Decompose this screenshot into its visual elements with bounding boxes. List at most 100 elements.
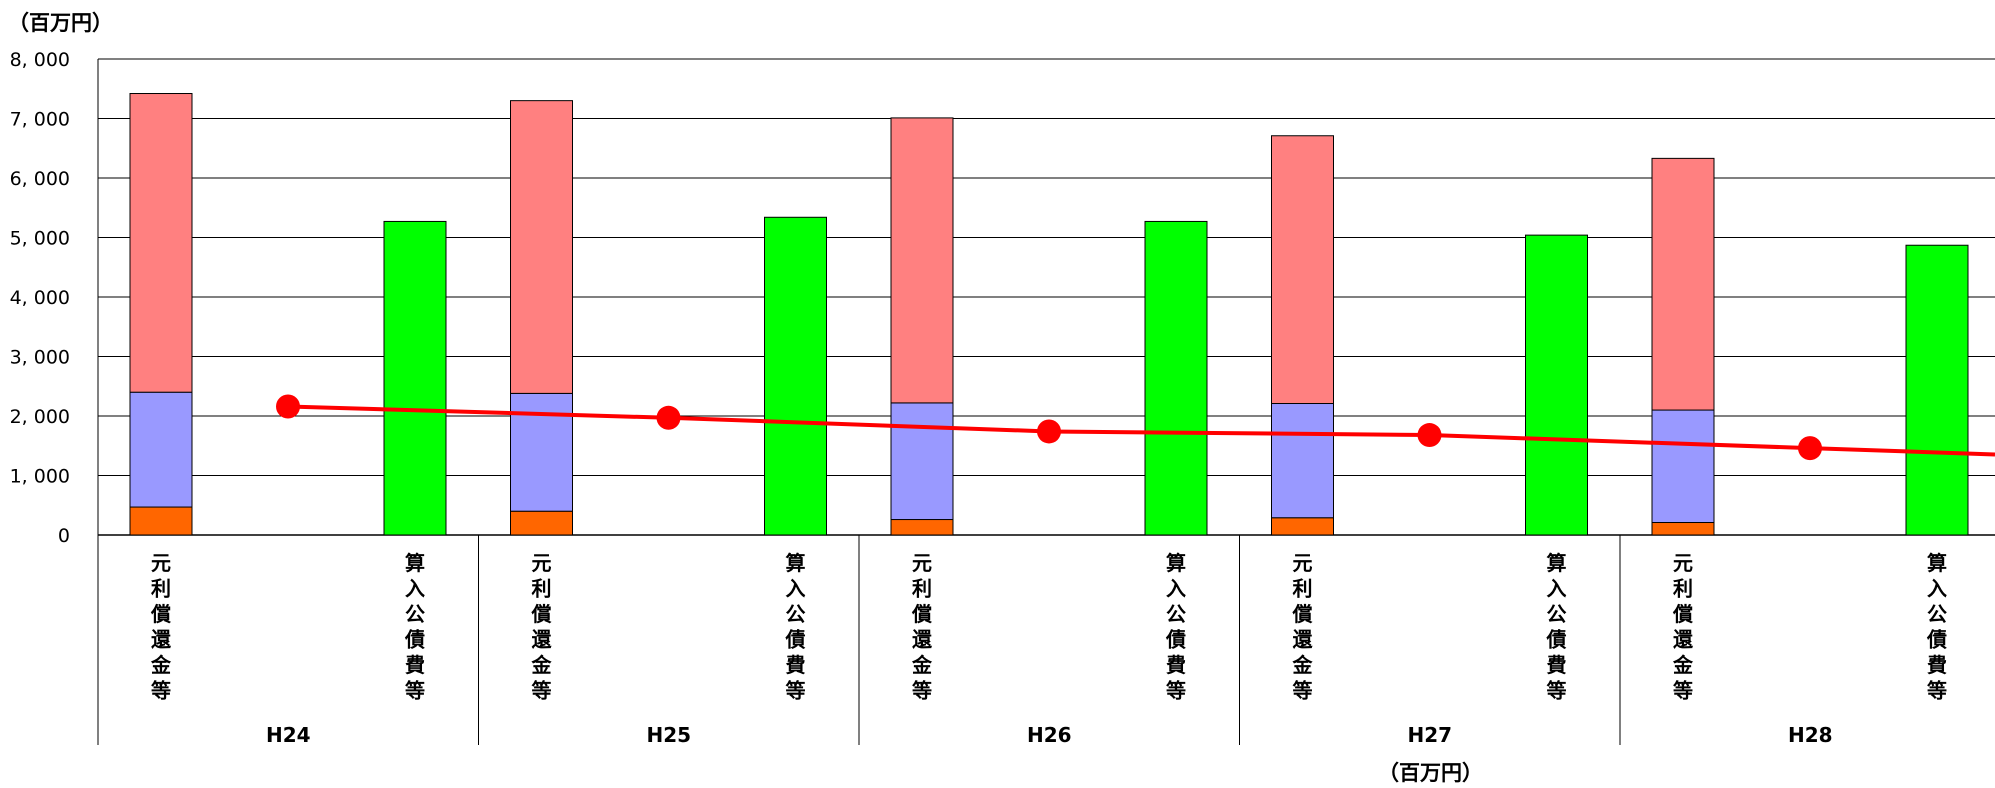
y-tick-label: 2, 000	[10, 406, 70, 428]
bar-category-label: 債	[1926, 628, 1947, 652]
bar-category-label: 還	[1673, 628, 1694, 652]
bar-category-label: 金	[150, 653, 172, 677]
bar-category-label: 償	[1672, 602, 1694, 626]
y-tick-label: 0	[58, 525, 70, 547]
bar-category-label: 金	[911, 653, 933, 677]
bar-category-label: 入	[786, 577, 806, 601]
bar-category-label: 公	[1547, 602, 1567, 626]
bar-category-label: 債	[1165, 628, 1186, 652]
bar-category-label: 金	[1292, 653, 1314, 677]
bar-category-label: 等	[405, 679, 425, 703]
y-tick-label: 6, 000	[10, 168, 70, 190]
bar-category-label: 等	[1293, 679, 1313, 703]
stacked-bar-segment	[1651, 522, 1715, 536]
bar-category-label: 等	[912, 679, 932, 703]
stacked-bar-segment	[129, 93, 193, 393]
bar-category-label: 公	[1927, 602, 1947, 626]
bar-category-label: 利	[1673, 577, 1693, 601]
bar-category-label: 入	[1927, 577, 1947, 601]
bar-category-label: 等	[151, 679, 171, 703]
stacked-bar-segment	[1271, 135, 1334, 405]
bar-category-label: 還	[151, 628, 172, 652]
bar-category-label: 還	[912, 628, 933, 652]
bar-category-label: 債	[785, 628, 806, 652]
group-label: H27	[1407, 723, 1452, 747]
unit-label-top: （百万円）	[8, 11, 113, 35]
line-point	[1037, 419, 1061, 444]
line-point	[1798, 436, 1822, 461]
line-point	[656, 405, 681, 430]
line-point	[276, 394, 300, 419]
bar-category-label: 費	[1547, 653, 1567, 677]
y-tick-label: 5, 000	[10, 228, 70, 250]
single-bar	[383, 220, 447, 536]
stacked-bar-segment	[1651, 409, 1715, 524]
bar-category-label: 等	[786, 679, 806, 703]
bar-category-label: 入	[1166, 577, 1186, 601]
stacked-bar-segment	[890, 402, 954, 521]
bar-category-label: 元	[532, 551, 552, 575]
y-tick-label: 3, 000	[10, 347, 70, 369]
bar-category-label: 等	[1673, 679, 1693, 703]
bar-category-label: 等	[532, 679, 552, 703]
line-point	[1417, 423, 1442, 448]
stacked-bar-segment	[890, 519, 954, 536]
y-tick-label: 8, 000	[10, 49, 70, 71]
bar-category-label: 債	[1546, 628, 1567, 652]
bar-category-label: 金	[531, 653, 553, 677]
bar-category-label: 公	[786, 602, 806, 626]
bar-category-label: 費	[1927, 653, 1947, 677]
group-label: H25	[646, 723, 691, 747]
stacked-bar-segment	[129, 391, 193, 508]
bar-category-label: 元	[1293, 551, 1313, 575]
bar-category-label: 算	[1547, 551, 1567, 575]
bar-category-label: 等	[1166, 679, 1186, 703]
bar-category-label: 元	[151, 551, 171, 575]
bar-category-label: 償	[1292, 602, 1314, 626]
y-tick-label: 1, 000	[10, 466, 70, 488]
stacked-bar-segment	[510, 100, 573, 394]
bar-category-label: 費	[405, 653, 425, 677]
line-series	[287, 404, 1995, 457]
bar-category-label: 還	[1293, 628, 1314, 652]
y-tick-label: 7, 000	[10, 109, 70, 131]
bar-category-label: 公	[405, 602, 425, 626]
stacked-bar-segment	[1651, 157, 1715, 411]
bar-category-label: 利	[1293, 577, 1313, 601]
single-bar	[1144, 220, 1208, 536]
bar-category-label: 算	[786, 551, 806, 575]
bar-category-label: 元	[912, 551, 932, 575]
bar-category-label: 償	[531, 602, 553, 626]
bar-category-label: 入	[1547, 577, 1567, 601]
group-label: H24	[266, 723, 311, 747]
bar-category-label: 利	[912, 577, 932, 601]
bar-category-label: 償	[150, 602, 172, 626]
single-bar	[1525, 234, 1588, 536]
single-bar	[764, 216, 827, 536]
bar-category-label: 元	[1673, 551, 1693, 575]
bar-category-label: 費	[1166, 653, 1186, 677]
y-tick-label: 4, 000	[10, 287, 70, 309]
bar-category-label: 費	[786, 653, 806, 677]
bar-category-label: 等	[1927, 679, 1947, 703]
group-label: H26	[1027, 723, 1072, 747]
bar-category-label: 金	[1672, 653, 1694, 677]
bar-category-label: 等	[1547, 679, 1567, 703]
stacked-bar-segment	[510, 510, 573, 536]
bar-category-label: 算	[1166, 551, 1186, 575]
unit-label-bottom: （百万円）	[1378, 761, 1483, 784]
group-label: H28	[1788, 723, 1833, 747]
bar-category-label: 償	[911, 602, 933, 626]
single-bar	[1905, 244, 1969, 536]
stacked-bar-segment	[1271, 403, 1334, 519]
bar-category-label: 利	[151, 577, 171, 601]
bar-category-label: 還	[532, 628, 553, 652]
stacked-bar-segment	[890, 117, 954, 404]
bar-category-label: 算	[405, 551, 425, 575]
stacked-bar-segment	[129, 506, 193, 536]
bar-category-label: 公	[1166, 602, 1186, 626]
bar-category-label: 利	[532, 577, 552, 601]
stacked-bar-segment	[510, 392, 573, 512]
